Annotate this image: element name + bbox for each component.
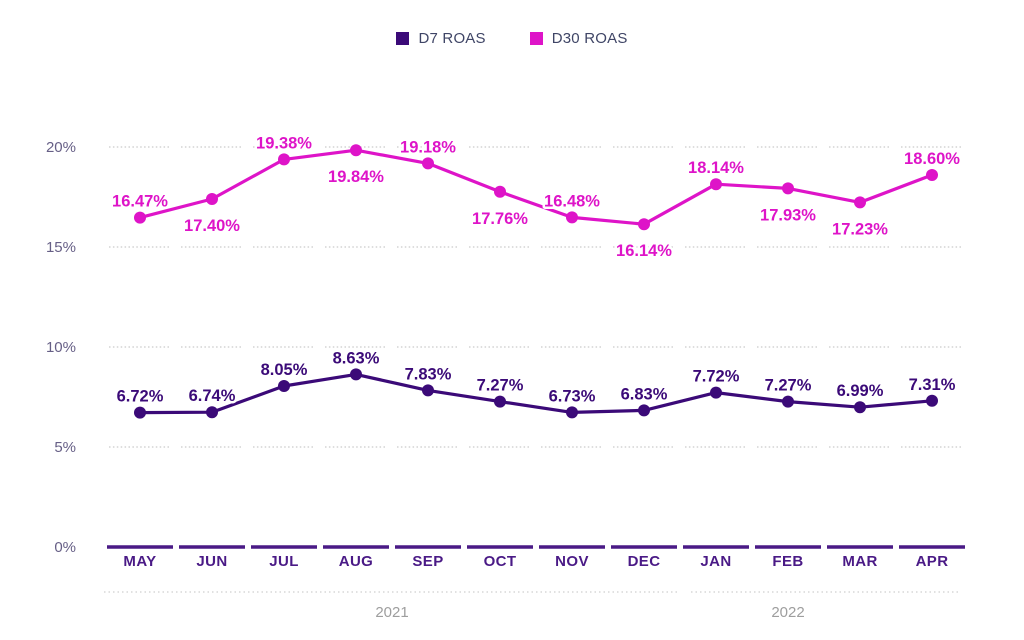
data-label-d30-roas-jan: 18.14% <box>688 159 744 177</box>
data-label-d7-roas-aug: 8.63% <box>333 349 380 367</box>
data-label-d30-roas-mar: 17.23% <box>832 220 888 238</box>
x-tick-jul: JUL <box>269 553 299 570</box>
data-label-d30-roas-dec: 16.14% <box>616 242 672 260</box>
point-d7-roas-jun[interactable] <box>206 406 218 419</box>
data-label-d7-roas-feb: 7.27% <box>765 377 812 395</box>
point-d30-roas-may[interactable] <box>134 211 146 224</box>
point-d7-roas-feb[interactable] <box>782 395 794 408</box>
point-d7-roas-mar[interactable] <box>854 401 866 414</box>
x-tick-jun: JUN <box>196 553 227 570</box>
chart-legend: D7 ROAS D30 ROAS <box>0 30 1024 47</box>
x-tick-dec: DEC <box>628 553 661 570</box>
point-d30-roas-jun[interactable] <box>206 193 218 205</box>
y-axis-tick: 0% <box>54 539 76 556</box>
data-label-d7-roas-mar: 6.99% <box>837 382 884 400</box>
data-label-d7-roas-apr: 7.31% <box>909 376 956 394</box>
d7-roas-swatch-icon <box>396 32 410 45</box>
point-d30-roas-dec[interactable] <box>638 218 650 231</box>
legend-item-d30-roas[interactable]: D30 ROAS <box>529 30 628 47</box>
data-label-d30-roas-aug: 19.84% <box>328 168 384 186</box>
data-label-d7-roas-oct: 7.27% <box>477 377 524 395</box>
year-label-2022: 2022 <box>771 604 804 621</box>
x-tick-apr: APR <box>916 553 949 570</box>
legend-item-d7-roas[interactable]: D7 ROAS <box>396 30 486 47</box>
line-d7-roas <box>139 372 933 415</box>
data-label-d30-roas-may: 16.47% <box>112 193 168 211</box>
point-d7-roas-may[interactable] <box>134 406 146 419</box>
y-axis-tick: 10% <box>46 339 76 356</box>
point-d30-roas-apr[interactable] <box>926 169 938 181</box>
line-d30-roas <box>139 148 933 226</box>
point-d30-roas-nov[interactable] <box>566 211 578 224</box>
data-label-d30-roas-apr: 18.60% <box>904 150 960 168</box>
point-d30-roas-jul[interactable] <box>278 153 290 166</box>
data-label-d7-roas-jan: 7.72% <box>693 368 740 386</box>
data-label-d30-roas-sep: 19.18% <box>400 138 456 156</box>
x-tick-nov: NOV <box>555 553 589 570</box>
point-d30-roas-oct[interactable] <box>494 185 506 198</box>
data-label-d30-roas-feb: 17.93% <box>760 206 816 224</box>
x-tick-oct: OCT <box>484 553 517 570</box>
data-label-d7-roas-jul: 8.05% <box>261 361 308 379</box>
y-axis-tick: 15% <box>46 239 76 256</box>
d30-roas-swatch-icon <box>529 32 543 45</box>
point-d7-roas-jan[interactable] <box>710 386 722 399</box>
data-label-d7-roas-may: 6.72% <box>117 388 164 406</box>
x-tick-may: MAY <box>123 553 156 570</box>
data-label-d7-roas-sep: 7.83% <box>405 365 452 383</box>
data-label-d30-roas-nov: 16.48% <box>544 192 600 210</box>
point-d7-roas-oct[interactable] <box>494 395 506 408</box>
x-tick-jan: JAN <box>700 553 731 570</box>
y-axis-tick: 5% <box>54 439 76 456</box>
legend-label: D7 ROAS <box>418 30 486 47</box>
point-d7-roas-nov[interactable] <box>566 406 578 419</box>
point-d7-roas-dec[interactable] <box>638 404 650 417</box>
point-d7-roas-sep[interactable] <box>422 384 434 397</box>
y-axis-tick: 20% <box>46 139 76 156</box>
point-d30-roas-sep[interactable] <box>422 157 434 170</box>
data-label-d7-roas-nov: 6.73% <box>549 387 596 405</box>
point-d30-roas-jan[interactable] <box>710 178 722 191</box>
x-tick-mar: MAR <box>842 553 877 570</box>
data-label-d30-roas-jul: 19.38% <box>256 134 312 152</box>
data-label-d7-roas-jun: 6.74% <box>189 387 236 405</box>
point-d30-roas-feb[interactable] <box>782 182 794 195</box>
data-label-d30-roas-jun: 17.40% <box>184 217 240 235</box>
data-label-d30-roas-oct: 17.76% <box>472 210 528 228</box>
x-tick-aug: AUG <box>339 553 374 570</box>
point-d7-roas-aug[interactable] <box>350 368 362 381</box>
year-label-2021: 2021 <box>375 604 408 621</box>
legend-label: D30 ROAS <box>551 30 628 47</box>
point-d7-roas-apr[interactable] <box>926 394 938 407</box>
x-tick-sep: SEP <box>412 553 443 570</box>
x-tick-feb: FEB <box>772 553 803 570</box>
point-d30-roas-mar[interactable] <box>854 196 866 209</box>
point-d7-roas-jul[interactable] <box>278 380 290 392</box>
point-d30-roas-aug[interactable] <box>350 144 362 157</box>
data-label-d7-roas-dec: 6.83% <box>621 385 668 403</box>
